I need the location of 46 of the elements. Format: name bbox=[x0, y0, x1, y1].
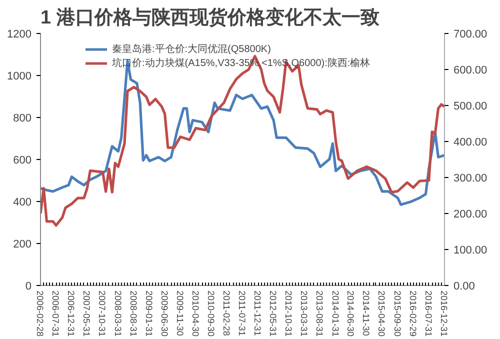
x-tick-label: 2014-11-30 bbox=[361, 290, 372, 336]
y-tick-label: 800 bbox=[13, 112, 32, 124]
y2-tick-label: 500.00 bbox=[454, 100, 488, 112]
x-tick-label: 2008-08-31 bbox=[128, 290, 138, 337]
y2-tick-label: 200.00 bbox=[454, 208, 488, 220]
x-tick-label: 2010-09-30 bbox=[206, 290, 216, 337]
x-tick-label: 2014-06-30 bbox=[346, 290, 356, 337]
x-tick-label: 2008-03-31 bbox=[112, 290, 123, 337]
x-tick-label: 2009-06-30 bbox=[159, 290, 170, 337]
x-tick-label: 2007-10-31 bbox=[97, 290, 108, 337]
y2-tick-label: 700.00 bbox=[454, 28, 488, 40]
line-series bbox=[40, 60, 444, 206]
x-tick-label: 2015-04-30 bbox=[376, 290, 387, 337]
y2-tick-label: 100.00 bbox=[454, 244, 488, 256]
y-tick-label: 1200 bbox=[7, 28, 32, 40]
x-tick-label: 2007-05-31 bbox=[82, 290, 92, 337]
y2-tick-label: 300.00 bbox=[454, 172, 488, 184]
y-tick-label: 200 bbox=[13, 238, 32, 250]
x-tick-label: 2011-02-28 bbox=[221, 290, 232, 336]
x-tick-label: 2016-07-31 bbox=[423, 290, 434, 337]
x-tick-label: 2011-07-31 bbox=[236, 290, 247, 336]
y2-tick-label: 400.00 bbox=[454, 136, 488, 148]
x-tick-label: 2013-03-31 bbox=[299, 290, 310, 337]
x-tick-label: 2006-02-28 bbox=[35, 290, 45, 337]
x-tick-label: 2010-04-30 bbox=[190, 290, 200, 337]
legend-label: 秦皇岛港:平仓价:大同优混(Q5800K) bbox=[112, 42, 271, 56]
y-tick-label: 1000 bbox=[7, 70, 32, 82]
x-tick-label: 2014-01-31 bbox=[330, 290, 340, 337]
y2-tick-label: 600.00 bbox=[454, 64, 488, 76]
x-tick-label: 2009-11-30 bbox=[174, 290, 185, 336]
x-tick-label: 2012-10-31 bbox=[284, 290, 294, 337]
x-tick-label: 2011-12-31 bbox=[252, 290, 263, 336]
x-tick-label: 2015-09-30 bbox=[392, 290, 402, 337]
x-tick-label: 2006-12-31 bbox=[66, 290, 76, 337]
x-tick-label: 2012-05-31 bbox=[268, 290, 278, 337]
x-tick-label: 2006-07-31 bbox=[50, 290, 61, 337]
x-tick-label: 2016-12-31 bbox=[439, 290, 449, 337]
y-tick-label: 600 bbox=[13, 154, 32, 166]
y-tick-label: 400 bbox=[13, 196, 32, 208]
line-series bbox=[40, 54, 444, 227]
x-tick-label: 2009-01-31 bbox=[144, 290, 154, 337]
y2-tick-label: 0.00 bbox=[454, 280, 475, 292]
chart-title: 1 港口价格与陕西现货价格变化不太一致 bbox=[40, 6, 380, 28]
y-tick-label: 0 bbox=[25, 280, 32, 292]
x-tick-label: 2013-08-31 bbox=[314, 290, 325, 337]
x-tick-label: 2016-02-29 bbox=[408, 290, 418, 337]
